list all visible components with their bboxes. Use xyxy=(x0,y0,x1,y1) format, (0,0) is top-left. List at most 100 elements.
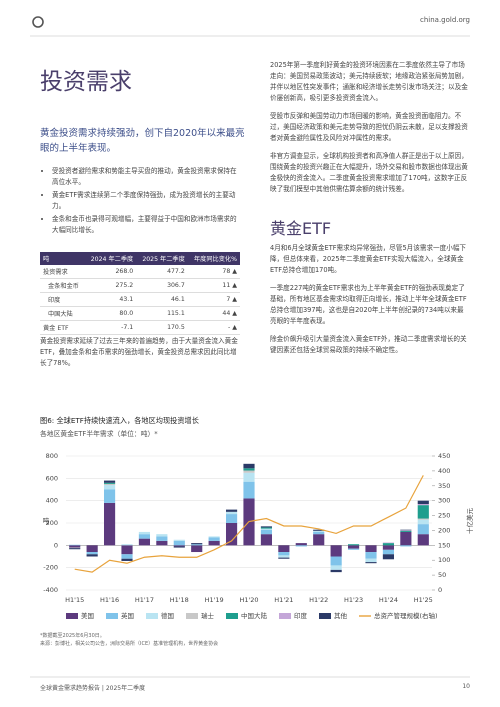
table-cell: 115.1 xyxy=(136,306,188,321)
bar-segment xyxy=(69,548,81,550)
y-tick-label: -400 xyxy=(43,586,58,594)
x-tick-label: H1'22 xyxy=(309,596,328,604)
right-text: 4月和6月全球黄金ETF需求均异常强劲，尽管5月该需求一度小幅下降，但总体来看，… xyxy=(270,243,470,363)
bar-segment xyxy=(173,540,185,546)
subtitle: 黄金投资需求持续强劲，创下自2020年以来最亮眼的上半年表现。 xyxy=(40,128,245,154)
bar-segment xyxy=(400,530,412,531)
footer-text: 全球黄金需求趋势报告 | 2025年二季度 xyxy=(40,685,146,692)
bar-segment xyxy=(260,534,273,546)
bar-segment xyxy=(173,539,185,541)
bar-segment xyxy=(86,552,98,555)
bar-segment xyxy=(313,534,325,546)
bar-segment xyxy=(365,545,377,553)
y2-tick-label: 50 xyxy=(438,571,446,579)
table-cell: 275.2 xyxy=(84,278,137,293)
legend-swatch xyxy=(186,613,198,619)
x-tick-label: H1'23 xyxy=(344,596,363,604)
bar-segment xyxy=(243,463,255,469)
bar-segment xyxy=(243,470,255,473)
y-tick-label: 600 xyxy=(46,474,58,482)
x-tick-label: H1'21 xyxy=(274,596,293,604)
x-tick-label: H1'20 xyxy=(239,596,258,604)
bar-segment xyxy=(156,534,168,537)
bar-segment xyxy=(382,542,395,544)
bar-segment xyxy=(365,562,377,564)
bar-segment xyxy=(400,530,412,532)
figure-subtitle: 各地区黄金ETF半年需求（单位：吨）* xyxy=(40,430,158,438)
y-tick-label: 400 xyxy=(46,497,58,505)
bar-segment xyxy=(103,502,116,546)
chart: 吨 十亿美元 -400 -200 0 200 400 600 800 0 50 100 150 200… xyxy=(43,452,474,620)
bar-segment xyxy=(417,518,429,520)
legend-swatch xyxy=(226,613,238,619)
legend-swatch xyxy=(279,613,291,619)
table-cell: 黄金 ETF xyxy=(40,320,85,335)
paragraph: 非官方调查显示，全球机构投资者和高净值人群正是出于以上原因，围绕黄金的投资兴趣正… xyxy=(270,152,468,193)
table-row: 投资需求 268.0 477.2 78 ▲ xyxy=(40,265,240,279)
bullet: 受投资者避险需求和势能主导买盘的推动，黄金投资需求保持在高位水平。 xyxy=(52,166,240,188)
bar-segment xyxy=(417,505,429,519)
bar-segment xyxy=(295,545,307,547)
bar-segment xyxy=(173,546,185,548)
table-row: 中国大陆 80.0 115.1 44 ▲ xyxy=(40,306,240,321)
bar-segment xyxy=(225,514,238,523)
table-cell: 投资需求 xyxy=(40,265,85,279)
bullet: 黄金ETF需求连续第二个季度保持强劲，成为投资增长的主要动力。 xyxy=(52,190,240,212)
x-tick-label: H1'18 xyxy=(170,596,189,604)
table-cell: 44 ▲ xyxy=(187,306,240,321)
bar-segment xyxy=(208,537,220,541)
bar-segment xyxy=(103,485,116,490)
paragraph: 黄金投资需求延续了过去三年来的普遍趋势，由于大量资金流入黄金ETF，叠加金条和金… xyxy=(40,337,238,367)
bar-segment xyxy=(260,528,273,530)
table-cell: 78 ▲ xyxy=(187,265,240,279)
bar-segment xyxy=(103,489,116,503)
bar-segment xyxy=(156,540,168,546)
bar-segment xyxy=(103,483,116,486)
bar-segment xyxy=(417,524,429,535)
table-cell: 46.1 xyxy=(136,292,188,307)
table-row: 金条和金币 275.2 306.7 11 ▲ xyxy=(40,278,240,293)
table-cell: 80.0 xyxy=(84,306,137,321)
paragraph: 4月和6月全球黄金ETF需求均异常强劲，尽管5月该需求一度小幅下降，但总体来看，… xyxy=(270,244,467,274)
y2-tick-label: 150 xyxy=(438,541,450,549)
y2-tick-label: 200 xyxy=(438,526,450,534)
bar-segment xyxy=(417,504,429,506)
x-tick-label: H1'17 xyxy=(135,596,154,604)
table-row: 黄金 ETF -7.1 170.5- ▲ xyxy=(40,320,240,335)
logo xyxy=(32,16,44,28)
table-cell: -7.1 xyxy=(84,320,137,335)
bar-segment xyxy=(382,543,395,546)
bar-segment xyxy=(330,565,342,570)
bar-segment xyxy=(278,557,290,559)
y2-tick-label: 300 xyxy=(438,497,450,505)
table: 吨 2024 年二季度 2025 年二季度 年度同比变化% 投资需求 268.0 477.2… xyxy=(40,252,240,335)
table-header: 2025 年二季度 xyxy=(136,252,188,265)
bar-segment xyxy=(103,482,116,484)
y-tick-label: 0 xyxy=(54,541,58,549)
left-text: 黄金投资需求延续了过去三年来的普遍趋势，由于大量资金流入黄金ETF，叠加金条和金… xyxy=(40,336,240,376)
bar-segment xyxy=(365,552,377,559)
table-cell: 268.0 xyxy=(84,265,137,279)
table-cell: 170.5 xyxy=(136,320,188,335)
bar-segment xyxy=(347,548,360,550)
bar-segment xyxy=(260,529,273,535)
bar-segment xyxy=(191,543,203,545)
bar-segment xyxy=(347,545,360,549)
y-tick-label: -200 xyxy=(43,564,58,572)
y-tick-label: 800 xyxy=(46,452,58,460)
bar-segment xyxy=(138,534,151,539)
table-header: 年度同比变化% xyxy=(187,252,240,265)
bar-segment xyxy=(225,523,238,546)
bar-segment xyxy=(156,536,168,541)
legend-swatch xyxy=(146,613,158,619)
table-cell: 7 ▲ xyxy=(187,292,240,307)
notes: *数据截至2025年6月30日。 来源：彭博社，相关公司公告，洲际交易所（ICE… xyxy=(40,632,460,648)
legend-swatch xyxy=(319,613,331,619)
table-cell: 中国大陆 xyxy=(40,306,85,321)
bar-segment xyxy=(191,544,203,546)
page-number: 10 xyxy=(462,683,470,690)
bar-segment xyxy=(260,527,273,529)
paragraph: 除金价飙升吸引大量资金流入黄金ETF外，推动二季度需求增长的关键因素还包括全球贸… xyxy=(270,335,467,354)
bar-segment xyxy=(103,480,116,483)
bar-segment xyxy=(243,481,255,499)
